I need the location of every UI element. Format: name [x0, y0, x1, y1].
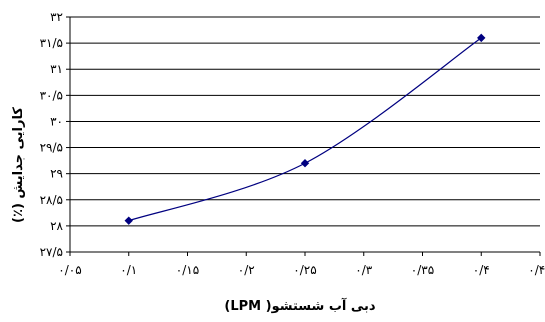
- x-tick-label-3: ۰/۲: [238, 263, 255, 277]
- data-point-2: [477, 33, 486, 43]
- data-series: [124, 33, 486, 225]
- y-tick-label-2: ۲۸/۵: [40, 193, 63, 207]
- x-tick-label-1: ۰/۱: [120, 263, 137, 277]
- x-axis-title: دبی آب شستشو( LPM): [224, 297, 375, 314]
- y-tick-label-4: ۲۹/۵: [40, 141, 63, 155]
- y-tick-label-5: ۳۰: [50, 114, 63, 128]
- x-tick-label-6: ۰/۳۵: [411, 263, 434, 277]
- y-tick-label-7: ۳۱: [50, 62, 63, 76]
- series-line-0: [128, 37, 482, 222]
- y-tick-label-1: ۲۸: [50, 219, 63, 233]
- x-tick-label-2: ۰/۱۵: [176, 263, 199, 277]
- x-tick-label-0: ۰/۰۵: [58, 263, 81, 277]
- data-point-1: [300, 159, 310, 168]
- y-tick-label-6: ۳۰/۵: [40, 88, 63, 102]
- y-tick-label-8: ۳۱/۵: [40, 36, 63, 50]
- axes: [66, 16, 541, 256]
- y-axis-title: کارایی جدایش (٪): [11, 107, 26, 223]
- x-tick-label-7: ۰/۴: [473, 263, 490, 277]
- x-tick-label-4: ۰/۲۵: [293, 263, 316, 277]
- x-tick-label-8: ۰/۴۵: [528, 263, 545, 277]
- y-tick-label-3: ۲۹: [50, 167, 63, 181]
- x-tick-label-5: ۰/۳: [355, 263, 372, 277]
- grid-lines: [70, 16, 540, 227]
- data-point-0: [124, 216, 133, 225]
- y-tick-label-9: ۳۲: [50, 10, 63, 24]
- tick-labels: ۲۷/۵ ۲۸ ۲۸/۵ ۲۹ ۲۹/۵ ۳۰ ۳۰/۵ ۳۱ ۳۱/۵ ۳۲ ۰/۰۵ ۰/۱ ۰/۱…: [40, 10, 545, 277]
- y-tick-label-0: ۲۷/۵: [40, 245, 63, 259]
